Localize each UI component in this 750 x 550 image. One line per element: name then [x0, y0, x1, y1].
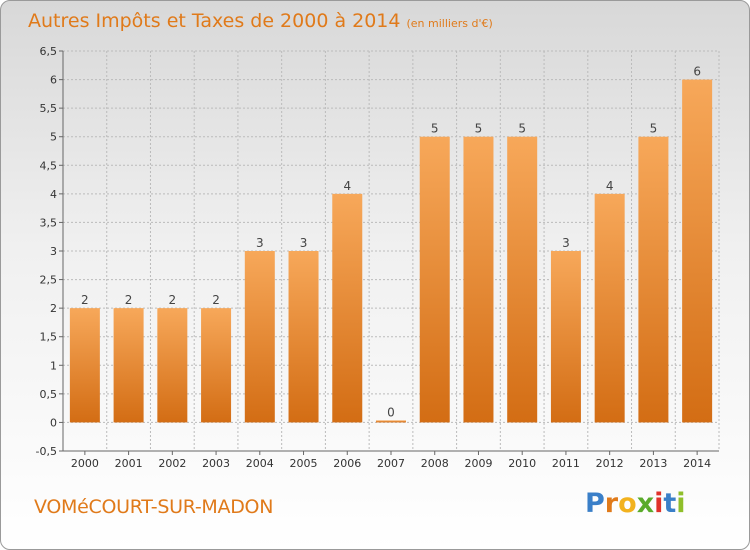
logo-letter: i — [676, 488, 686, 519]
proxiti-logo[interactable]: Proxiti — [585, 488, 686, 519]
y-tick-label: 4 — [50, 188, 57, 201]
value-label-2010: 5 — [518, 122, 526, 136]
y-tick-label: 2,5 — [40, 274, 58, 287]
x-tick-label-2002: 2002 — [158, 457, 186, 470]
x-tick-label-2012: 2012 — [596, 457, 624, 470]
y-tick-label: 6,5 — [40, 45, 58, 58]
y-tick-label: 2 — [50, 302, 57, 315]
value-label-2012: 4 — [606, 179, 614, 193]
bar-2014 — [682, 79, 713, 423]
value-label-2011: 3 — [562, 236, 570, 250]
bar-2008 — [419, 136, 450, 423]
value-label-2014: 6 — [693, 65, 701, 79]
x-tick-label-2010: 2010 — [508, 457, 536, 470]
y-tick-label: 5,5 — [40, 102, 58, 115]
axes: -0,5 0 0,5 1 1,5 2 2,5 3 3,5 4 4,5 5 5,5 6 6,5 — [36, 45, 719, 458]
x-tick-label-2004: 2004 — [246, 457, 274, 470]
y-tick-label: 0,5 — [40, 388, 58, 401]
y-tick-label: 1 — [50, 359, 57, 372]
logo-letter: P — [585, 488, 605, 519]
x-tick-label-2005: 2005 — [290, 457, 318, 470]
bars — [69, 79, 713, 423]
bar-2000 — [69, 308, 100, 423]
x-tick-label-2003: 2003 — [202, 457, 230, 470]
x-tick-label-2013: 2013 — [639, 457, 667, 470]
bar-2012 — [594, 193, 625, 423]
x-tick-label-2008: 2008 — [421, 457, 449, 470]
bar-2005 — [288, 251, 319, 423]
y-tick-label: 0 — [50, 416, 57, 429]
value-label-2000: 2 — [81, 293, 89, 307]
bar-2009 — [463, 136, 494, 423]
value-label-2003: 2 — [212, 293, 220, 307]
value-label-2007: 0 — [387, 405, 395, 419]
value-label-2006: 4 — [343, 179, 351, 193]
labels: 2 2000 2 2001 2 2002 2 2003 3 2004 3 2005 4 2006 0 2007… — [71, 65, 711, 470]
bar-2003 — [201, 308, 232, 423]
commune-name: VOMéCOURT-SUR-MADON — [34, 496, 274, 518]
bar-2011 — [550, 251, 581, 423]
bar-2006 — [332, 193, 363, 423]
value-label-2002: 2 — [169, 293, 177, 307]
bar-2013 — [638, 136, 669, 423]
x-tick-label-2001: 2001 — [115, 457, 143, 470]
y-tick-label: 6 — [50, 74, 57, 87]
value-label-2004: 3 — [256, 236, 264, 250]
logo-letter: t — [663, 488, 677, 519]
value-label-2013: 5 — [650, 122, 658, 136]
logo-letter: i — [654, 488, 664, 519]
bar-2002 — [157, 308, 188, 423]
bar-2007 — [376, 420, 406, 423]
logo-letter: x — [636, 488, 655, 519]
x-tick-label-2011: 2011 — [552, 457, 580, 470]
bar-2010 — [507, 136, 538, 423]
x-tick-label-2000: 2000 — [71, 457, 99, 470]
y-tick-label: 3 — [50, 245, 57, 258]
x-tick-label-2006: 2006 — [333, 457, 361, 470]
bar-2001 — [113, 308, 144, 423]
y-tick-label: 4,5 — [40, 159, 58, 172]
x-tick-label-2007: 2007 — [377, 457, 405, 470]
chart-title-main: Autres Impôts et Taxes de 2000 à 2014 — [28, 10, 401, 32]
bar-2004 — [244, 251, 275, 423]
x-tick-label-2009: 2009 — [464, 457, 492, 470]
logo-letter: o — [618, 488, 637, 519]
value-label-2001: 2 — [125, 293, 133, 307]
y-tick-label: -0,5 — [36, 445, 57, 458]
value-label-2008: 5 — [431, 122, 439, 136]
chart-title: Autres Impôts et Taxes de 2000 à 2014 (en… — [28, 10, 493, 32]
chart-title-unit: (en milliers d'€) — [406, 17, 493, 30]
y-tick-label: 1,5 — [40, 331, 58, 344]
y-tick-label: 3,5 — [40, 216, 58, 229]
y-tick-label: 5 — [50, 131, 57, 144]
value-label-2009: 5 — [475, 122, 483, 136]
x-tick-label-2014: 2014 — [683, 457, 711, 470]
logo-letter: r — [604, 488, 619, 519]
value-label-2005: 3 — [300, 236, 308, 250]
